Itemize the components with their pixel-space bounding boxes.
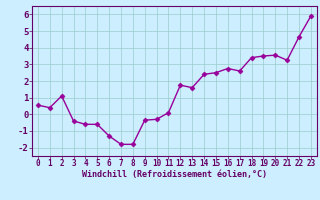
X-axis label: Windchill (Refroidissement éolien,°C): Windchill (Refroidissement éolien,°C) — [82, 170, 267, 179]
